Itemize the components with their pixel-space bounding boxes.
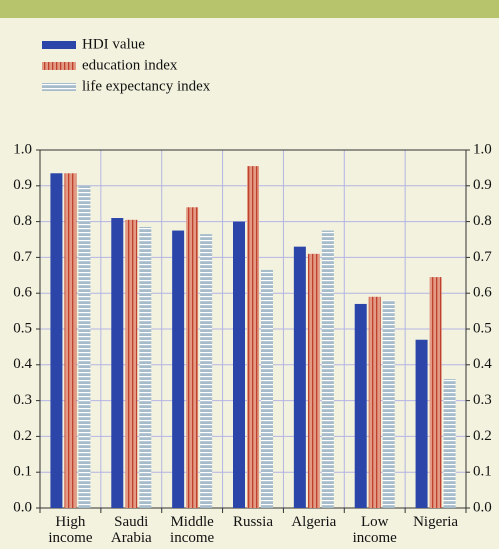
bar	[382, 300, 395, 508]
bar	[125, 219, 138, 508]
y2-tick-label: 0.9	[473, 177, 492, 193]
bar	[233, 221, 245, 508]
bar	[354, 303, 367, 508]
bar	[368, 296, 381, 508]
bar	[307, 253, 320, 508]
y-tick-label: 0.8	[13, 213, 32, 229]
bar	[78, 185, 91, 509]
y2-tick-label: 0.0	[473, 499, 492, 515]
x-tick-label: Nigeria	[413, 514, 459, 530]
bar	[64, 173, 77, 508]
y2-tick-label: 0.8	[473, 213, 492, 229]
bar	[293, 246, 306, 508]
y2-tick-label: 0.4	[473, 356, 492, 372]
x-tick-label: Saudi Arabia	[110, 514, 152, 546]
legend-swatch	[42, 83, 76, 91]
y2-tick-label: 0.1	[473, 464, 492, 480]
legend-swatch	[42, 62, 76, 70]
bar	[139, 226, 152, 508]
y2-tick-label: 0.2	[473, 428, 492, 444]
bar	[321, 230, 334, 509]
y-tick-label: 0.3	[13, 392, 32, 408]
legend-label: life expectancy index	[82, 78, 211, 94]
x-tick-label: Middle income	[170, 514, 215, 546]
y-tick-label: 0.0	[13, 499, 32, 515]
x-tick-label: Algeria	[291, 514, 337, 530]
bar	[200, 234, 213, 508]
y2-tick-label: 0.5	[473, 320, 492, 336]
x-tick-label: Russia	[232, 514, 273, 530]
legend-label: HDI value	[82, 36, 145, 52]
y2-tick-label: 0.7	[473, 249, 492, 265]
legend-swatch	[42, 41, 76, 49]
legend-label: education index	[82, 57, 178, 73]
bar	[261, 269, 273, 508]
bar	[443, 379, 456, 508]
y2-tick-label: 1.0	[473, 141, 492, 157]
y2-tick-label: 0.3	[473, 392, 492, 408]
y-tick-label: 0.6	[13, 285, 32, 301]
bar	[186, 207, 199, 508]
header-band	[0, 0, 499, 18]
bar	[429, 277, 442, 508]
bar	[111, 218, 124, 508]
bar	[50, 173, 63, 508]
y-tick-label: 1.0	[13, 141, 32, 157]
y-tick-label: 0.2	[13, 428, 32, 444]
y-tick-label: 0.1	[13, 464, 32, 480]
bar	[415, 339, 428, 508]
y-tick-label: 0.9	[13, 177, 32, 193]
y2-tick-label: 0.6	[473, 285, 492, 301]
y-tick-label: 0.5	[13, 320, 32, 336]
bar	[172, 230, 185, 509]
x-tick-label: High income	[48, 514, 93, 546]
bar	[247, 166, 259, 509]
y-tick-label: 0.7	[13, 249, 32, 265]
x-tick-label: Low income	[352, 514, 397, 546]
y-tick-label: 0.4	[13, 356, 32, 372]
